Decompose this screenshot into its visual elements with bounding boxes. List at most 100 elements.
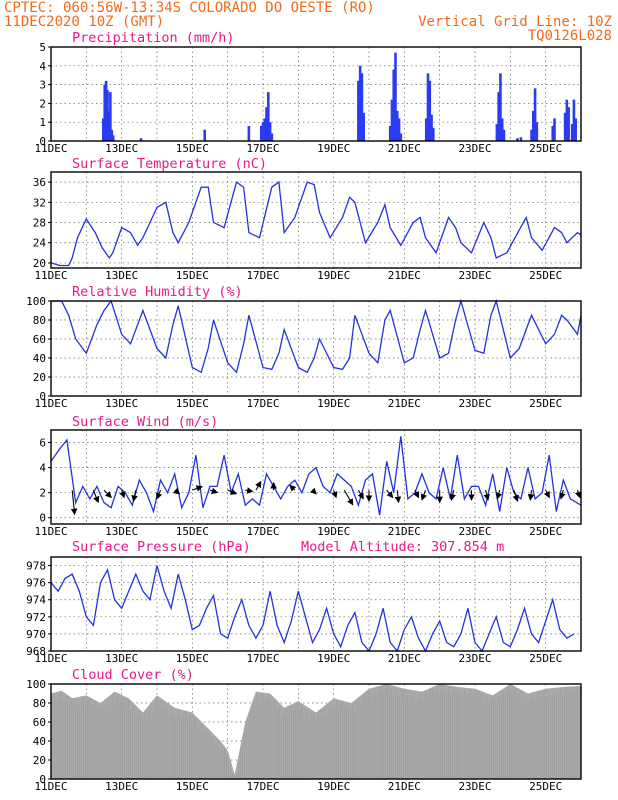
wind-arrow — [449, 490, 456, 501]
y-tick-label: 40 — [33, 735, 46, 748]
y-tick-label: 2 — [39, 487, 46, 500]
y-tick-label: 970 — [26, 628, 46, 641]
x-tick-label: 25DEC — [529, 525, 562, 538]
precip-bar — [574, 118, 577, 141]
y-tick-label: 60 — [33, 716, 46, 729]
x-tick-label: 11DEC — [34, 525, 67, 538]
x-tick-label: 23DEC — [458, 142, 491, 155]
precip-bar — [395, 110, 399, 141]
precip-bar — [535, 122, 539, 141]
panel-temp: 20 24 28 32 36 11DEC 13DEC 15DEC 17DEC 19DEC 21DEC… — [33, 156, 582, 282]
y-tick-label: 100 — [26, 295, 46, 308]
y-tick-label: 60 — [33, 333, 46, 346]
precip-bar — [565, 99, 569, 141]
y-tick-label: 0 — [39, 135, 46, 148]
y-tick-label: 972 — [26, 611, 46, 624]
x-tick-label: 17DEC — [246, 269, 279, 282]
y-tick-label: 0 — [39, 773, 46, 786]
precip-bar — [397, 118, 401, 141]
header-grid-line: Vertical Grid Line: 10Z — [418, 14, 612, 30]
precip-bar — [104, 80, 108, 141]
y-tick-label: 0 — [39, 390, 46, 403]
y-tick-label: 976 — [26, 577, 46, 590]
header-run-time: 11DEC2020 10Z (GMT) — [4, 14, 164, 30]
precip-bar — [516, 138, 519, 141]
panel-frame — [50, 46, 582, 142]
precip-bar — [532, 110, 535, 141]
wind-arrow — [483, 490, 490, 501]
panel-frame — [50, 429, 582, 525]
header-model: TQ0126L028 — [528, 28, 612, 44]
x-tick-label: 17DEC — [246, 142, 279, 155]
wind-arrow — [119, 489, 126, 499]
precip-bar — [107, 110, 111, 141]
wind-arrow — [413, 489, 420, 499]
wind-arrow — [343, 489, 354, 506]
x-tick-label: 25DEC — [529, 652, 562, 665]
x-tick-label: 15DEC — [176, 525, 209, 538]
precip-bar — [553, 118, 556, 141]
precip-bar — [103, 84, 107, 141]
x-tick-label: 21DEC — [388, 652, 421, 665]
panel-frame — [50, 171, 582, 269]
x-tick-label: 17DEC — [246, 525, 279, 538]
x-tick-label: 21DEC — [388, 397, 421, 410]
x-tick-label: 15DEC — [176, 397, 209, 410]
precip-bar — [519, 137, 523, 141]
precip-bar — [424, 118, 428, 141]
precip-bar — [259, 125, 263, 141]
wind-arrow — [386, 489, 394, 499]
precip-bar — [392, 69, 396, 141]
x-tick-label: 23DEC — [458, 269, 491, 282]
y-tick-label: 978 — [26, 560, 46, 573]
precip-bar — [430, 114, 433, 141]
x-tick-label: 23DEC — [458, 780, 491, 793]
wind-arrow — [173, 487, 181, 495]
precip-bar — [203, 129, 206, 141]
x-tick-label: 15DEC — [176, 142, 209, 155]
x-tick-label: 23DEC — [458, 397, 491, 410]
wind-arrow — [209, 487, 219, 494]
precip-bar — [495, 124, 499, 141]
x-tick-label: 13DEC — [105, 525, 138, 538]
x-tick-label: 17DEC — [246, 397, 279, 410]
panel-frame — [50, 300, 582, 397]
y-tick-label: 2 — [39, 97, 46, 110]
precip-bar — [572, 99, 576, 141]
x-tick-label: 25DEC — [529, 397, 562, 410]
precip-bar — [390, 99, 394, 141]
y-tick-label: 36 — [33, 176, 46, 189]
x-tick-label: 11DEC — [34, 397, 67, 410]
wind-arrow — [574, 489, 582, 499]
wind-arrow — [192, 485, 203, 492]
x-tick-label: 21DEC — [388, 525, 421, 538]
x-tick-label: 21DEC — [388, 269, 421, 282]
y-tick-label: 80 — [33, 314, 46, 327]
panel-title: Surface Temperature (nC) — [72, 156, 267, 172]
x-tick-label: 25DEC — [529, 269, 562, 282]
wind-arrow — [543, 489, 550, 499]
x-tick-label: 19DEC — [317, 525, 350, 538]
wind-arrow — [394, 490, 402, 504]
x-tick-label: 13DEC — [105, 652, 138, 665]
precip-bar — [502, 129, 506, 141]
x-tick-label: 19DEC — [317, 652, 350, 665]
precip-bar — [426, 73, 430, 141]
wind-arrow — [527, 490, 535, 501]
wind-arrow — [289, 484, 297, 492]
precip-bar — [570, 124, 574, 141]
wind-arrow — [495, 490, 503, 500]
precip-bar — [551, 125, 555, 141]
y-tick-label: 1 — [39, 116, 46, 129]
pressure-series-line — [50, 565, 575, 653]
precip-bar — [357, 80, 360, 141]
x-tick-label: 11DEC — [34, 142, 67, 155]
panel-precip: 0 1 2 3 4 5 11DEC 13DEC 15DEC 17DEC 19DEC 21DEC 23DE… — [34, 30, 582, 155]
precip-bar — [109, 92, 112, 141]
precip-bar — [267, 92, 270, 141]
x-tick-label: 15DEC — [176, 780, 209, 793]
x-tick-label: 25DEC — [529, 142, 562, 155]
panel-title: Relative Humidity (%) — [72, 284, 243, 300]
wind-arrow — [156, 489, 163, 500]
y-tick-label: 80 — [33, 697, 46, 710]
